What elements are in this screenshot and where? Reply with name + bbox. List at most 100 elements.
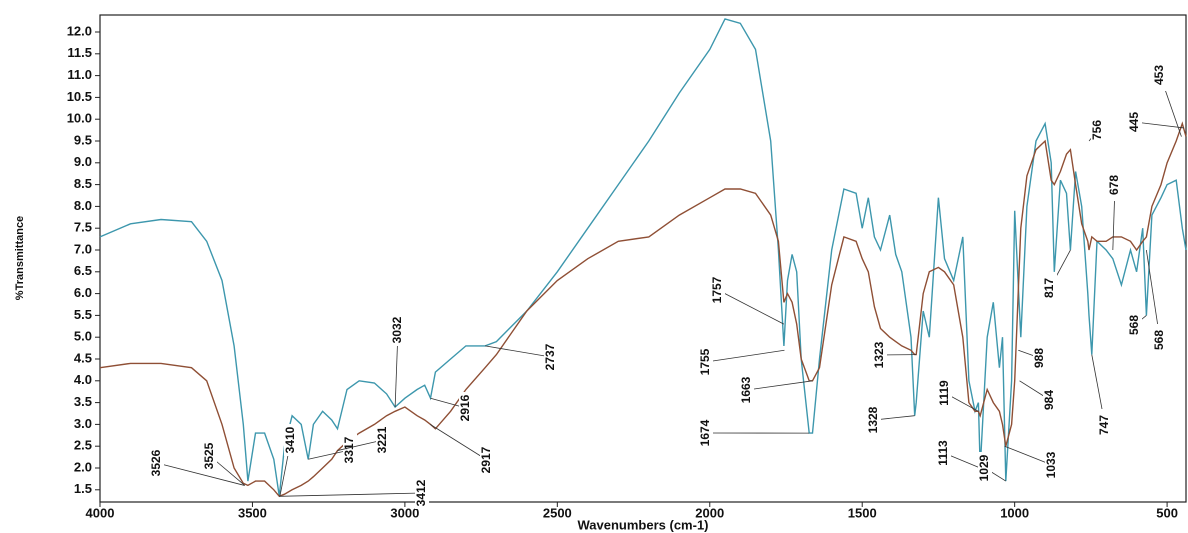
annotation-bg <box>480 444 494 476</box>
annotation-label: 568 <box>1127 315 1141 335</box>
annotation-leader <box>485 345 552 358</box>
y-tick-label: 5.5 <box>74 307 92 322</box>
annotation-bg <box>1128 106 1142 138</box>
y-tick-label: 6.0 <box>74 285 92 300</box>
y-tick-label: 12.0 <box>67 23 92 38</box>
annotation-leader <box>279 492 423 497</box>
annotation-bg <box>415 477 429 509</box>
annotation-bg <box>1128 309 1142 341</box>
annotation-bg <box>711 274 725 306</box>
y-tick-label: 6.5 <box>74 263 92 278</box>
annotation-leader <box>429 424 488 461</box>
x-tick-label: 2000 <box>695 505 724 520</box>
y-tick-label: 11.0 <box>67 67 92 82</box>
x-tick-label: 2500 <box>543 505 572 520</box>
annotation-label: 1119 <box>937 380 951 406</box>
annotation-bg <box>391 314 405 346</box>
x-tick-label: 4000 <box>86 505 115 520</box>
annotation-bg <box>1153 59 1167 91</box>
y-tick-label: 3.5 <box>74 394 92 409</box>
annotation-label: 3317 <box>342 436 356 463</box>
annotation-label: 1113 <box>936 440 950 466</box>
x-tick-label: 500 <box>1156 505 1178 520</box>
y-tick-label: 2.5 <box>74 438 92 453</box>
annotation-bg <box>150 447 164 479</box>
y-tick-label: 7.0 <box>74 241 92 256</box>
annotation-label: 1757 <box>710 276 724 303</box>
annotation-leader <box>717 289 785 325</box>
annotation-leader <box>746 380 813 391</box>
annotation-bg <box>1098 409 1112 441</box>
annotation-label: 988 <box>1032 348 1046 368</box>
y-tick-label: 4.5 <box>74 350 92 365</box>
annotation-bg <box>1091 114 1105 146</box>
y-tick-label: 9.5 <box>74 132 92 147</box>
annotation-bg <box>873 339 887 371</box>
y-axis-label: %Transmittance <box>14 216 26 300</box>
annotation-bg <box>1153 324 1167 356</box>
y-tick-label: 11.5 <box>67 45 92 60</box>
annotation-label: 3525 <box>202 442 216 469</box>
annotation-label: 2737 <box>543 343 557 370</box>
y-tick-label: 5.0 <box>74 329 92 344</box>
annotation-label: 1029 <box>977 454 991 481</box>
annotation-label: 756 <box>1090 120 1104 140</box>
annotation-label: 747 <box>1097 415 1111 435</box>
y-tick-label: 1.5 <box>74 481 92 496</box>
annotation-label: 1328 <box>866 406 880 433</box>
annotation-bg <box>937 437 951 469</box>
y-tick-label: 9.0 <box>74 154 92 169</box>
annotation-bg <box>699 417 713 449</box>
annotation-leader <box>1134 121 1184 129</box>
annotation-label: 1674 <box>698 419 712 446</box>
y-tick-label: 8.0 <box>74 198 92 213</box>
y-tick-label: 10.0 <box>67 111 92 126</box>
x-axis-label: Wavenumbers (cm-1) <box>578 517 709 532</box>
annotation-bg <box>544 341 558 373</box>
annotation-bg <box>1043 384 1057 416</box>
annotation-label: 2917 <box>479 446 493 473</box>
annotation-leader <box>156 462 245 486</box>
annotation-bg <box>978 452 992 484</box>
annotation-label: 3526 <box>149 449 163 476</box>
annotation-label: 1663 <box>739 376 753 403</box>
plot-frame <box>99 14 1187 503</box>
annotation-label: 3032 <box>390 316 404 343</box>
x-tick-label: 3500 <box>238 505 267 520</box>
annotation-label: 1323 <box>872 341 886 368</box>
annotation-label: 3412 <box>414 479 428 506</box>
x-tick-label: 1500 <box>848 505 877 520</box>
annotation-bg <box>376 424 390 456</box>
annotation-label: 3410 <box>283 426 297 453</box>
annotation-bg <box>867 404 881 436</box>
annotation-bg <box>1108 169 1122 201</box>
annotation-bg <box>938 377 952 409</box>
annotation-label: 984 <box>1042 390 1056 410</box>
annotation-bg <box>343 434 357 466</box>
annotation-bg <box>284 424 298 456</box>
y-tick-label: 2.0 <box>74 459 92 474</box>
y-tick-label: 8.5 <box>74 176 92 191</box>
annotation-bg <box>1043 272 1057 304</box>
x-tick-label: 1000 <box>1000 505 1029 520</box>
annotation-label: 817 <box>1042 278 1056 298</box>
annotation-label: 445 <box>1127 112 1141 132</box>
annotation-bg <box>699 346 713 378</box>
annotation-label: 1755 <box>698 348 712 375</box>
x-tick-label: 3000 <box>390 505 419 520</box>
annotation-bg <box>203 440 217 472</box>
annotation-bg <box>459 392 473 424</box>
annotation-leader <box>337 439 384 451</box>
y-tick-label: 7.5 <box>74 220 92 235</box>
annotation-label: 568 <box>1152 330 1166 350</box>
annotation-label: 3221 <box>375 426 389 453</box>
annotation-label: 1033 <box>1044 451 1058 478</box>
annotation-bg <box>1045 449 1059 481</box>
annotation-label: 453 <box>1152 65 1166 85</box>
spectrum-line <box>99 121 1187 498</box>
annotation-label: 2916 <box>458 394 472 421</box>
annotation-leader <box>705 349 785 363</box>
y-tick-label: 10.5 <box>67 89 92 104</box>
